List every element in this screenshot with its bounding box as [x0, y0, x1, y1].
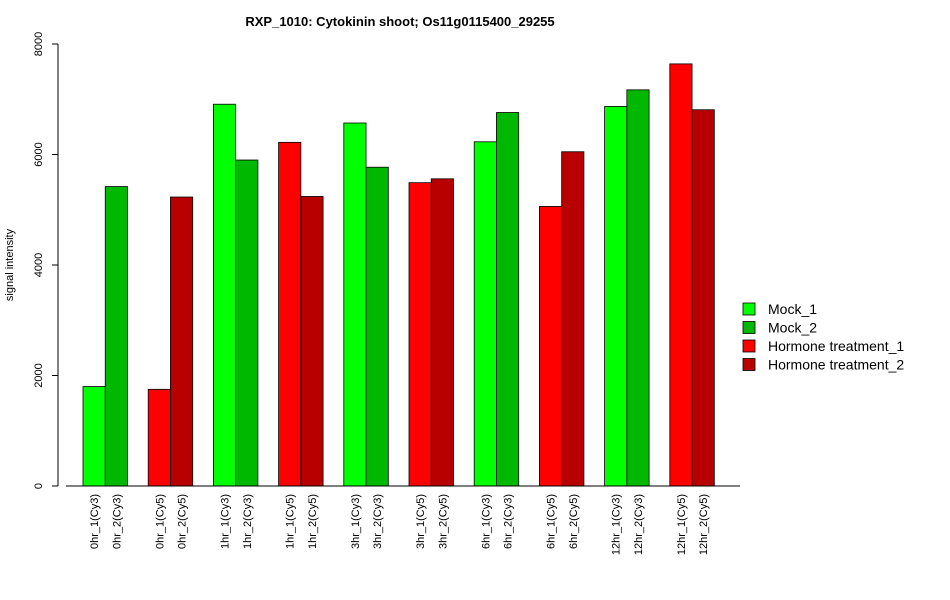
- x-tick-label: 0hr_1(Cy3): [89, 494, 101, 549]
- bar: [561, 151, 585, 487]
- bar: [604, 106, 628, 487]
- x-tick-label: 3hr_1(Cy5): [415, 494, 427, 549]
- bar: [343, 122, 367, 487]
- bar: [691, 109, 715, 487]
- bar: [170, 196, 194, 487]
- bar: [539, 206, 563, 487]
- y-tick-label: 8000: [33, 32, 45, 56]
- legend-swatch: [742, 339, 756, 353]
- legend-label: Mock_2: [768, 320, 817, 336]
- bar: [300, 196, 324, 487]
- legend-label: Mock_1: [768, 301, 817, 317]
- x-tick-label: 3hr_2(Cy5): [437, 494, 449, 549]
- x-tick-label: 6hr_2(Cy5): [568, 494, 580, 549]
- x-tick-label: 3hr_2(Cy3): [372, 494, 384, 549]
- legend-label: Hormone treatment_1: [768, 338, 904, 354]
- bars: [82, 63, 715, 487]
- x-tick-label: 6hr_2(Cy3): [503, 494, 515, 549]
- chart-title: RXP_1010: Cytokinin shoot; Os11g0115400_…: [245, 14, 554, 29]
- bar: [235, 159, 259, 487]
- bar: [626, 89, 650, 487]
- y-tick-label: 0: [33, 483, 45, 489]
- x-tick-label: 1hr_2(Cy3): [242, 494, 254, 549]
- y-axis: 0 2000 4000 6000 8000: [33, 32, 59, 489]
- legend-swatch: [742, 358, 756, 371]
- bar: [104, 186, 128, 487]
- legend-swatch: [742, 321, 756, 334]
- legend-label: Hormone treatment_2: [768, 357, 904, 373]
- x-tick-label: 12hr_2(Cy5): [698, 494, 710, 555]
- x-tick-labels: 0hr_1(Cy3) 0hr_2(Cy3) 0hr_1(Cy5) 0hr_2(Cy5)…: [89, 494, 710, 555]
- y-axis-label: signal intensity: [4, 228, 16, 301]
- y-tick-label: 2000: [33, 363, 45, 387]
- x-tick-label: 0hr_1(Cy5): [154, 494, 166, 549]
- bar: [147, 388, 171, 487]
- bar: [473, 141, 497, 487]
- x-tick-label: 1hr_1(Cy5): [285, 494, 297, 549]
- bar: [278, 141, 302, 487]
- x-tick-label: 6hr_1(Cy5): [546, 494, 558, 549]
- bar: [496, 112, 520, 487]
- bar: [365, 166, 389, 487]
- legend: Mock_1 Mock_2 Hormone treatment_1 Hormone t…: [742, 301, 904, 373]
- bar: [408, 182, 432, 487]
- x-tick-label: 1hr_1(Cy3): [220, 494, 232, 549]
- y-tick-label: 4000: [33, 253, 45, 277]
- x-tick-label: 1hr_2(Cy5): [307, 494, 319, 549]
- bar: [669, 63, 693, 487]
- x-tick-label: 12hr_2(Cy3): [633, 494, 645, 555]
- x-tick-label: 6hr_1(Cy3): [480, 494, 492, 549]
- y-tick-label: 6000: [33, 142, 45, 166]
- bar: [82, 386, 106, 487]
- x-tick-label: 0hr_2(Cy5): [177, 494, 189, 549]
- legend-swatch: [742, 302, 756, 316]
- x-tick-label: 12hr_1(Cy5): [676, 494, 688, 555]
- x-tick-label: 0hr_2(Cy3): [111, 494, 123, 549]
- x-tick-label: 12hr_1(Cy3): [611, 494, 623, 555]
- x-tick-label: 3hr_1(Cy3): [350, 494, 362, 549]
- bar: [212, 103, 237, 487]
- bar: [430, 178, 454, 487]
